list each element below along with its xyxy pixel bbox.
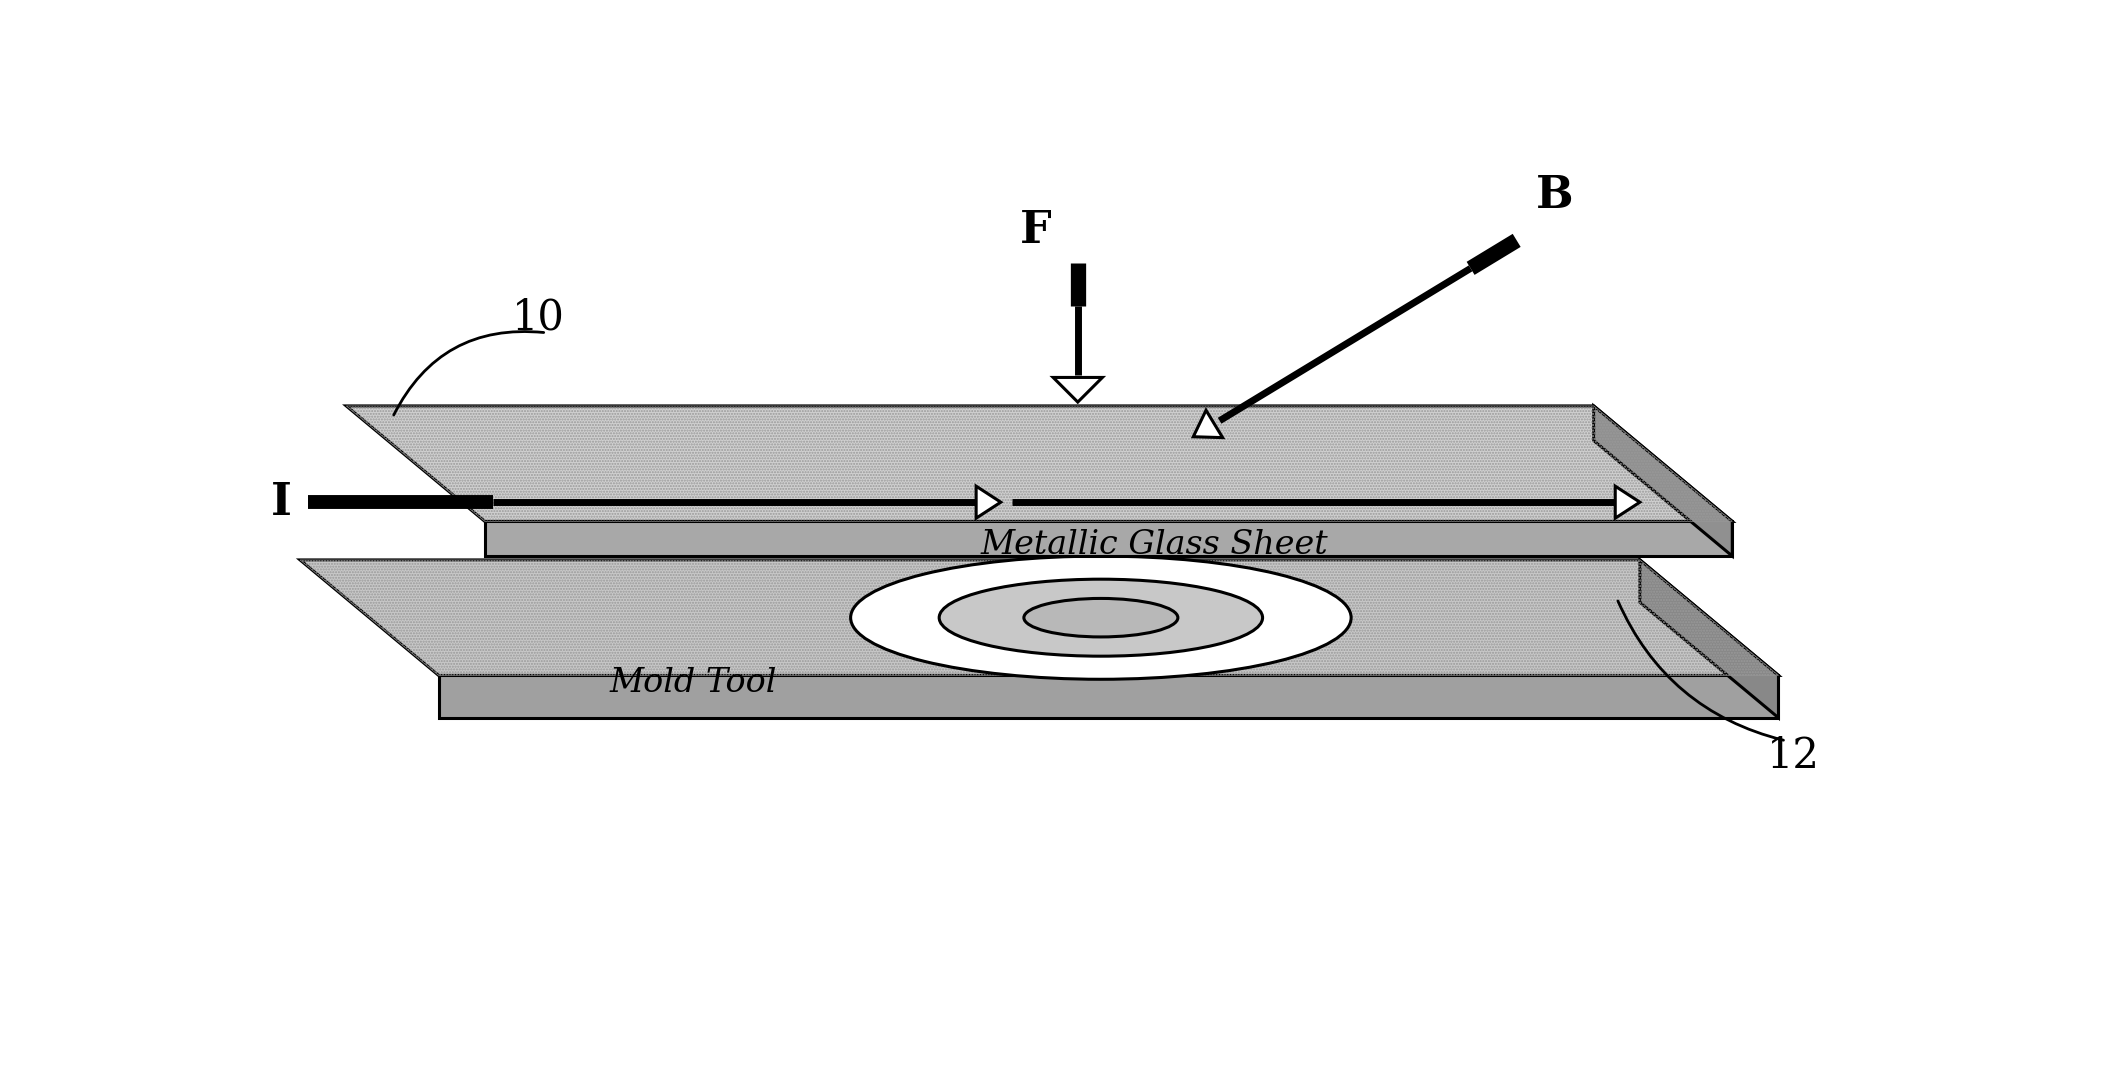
Polygon shape	[1054, 378, 1102, 402]
Polygon shape	[1616, 486, 1639, 519]
Text: Metallic Glass Sheet: Metallic Glass Sheet	[980, 529, 1328, 560]
Polygon shape	[1595, 406, 1732, 556]
Polygon shape	[439, 676, 1778, 717]
Text: F: F	[1020, 209, 1052, 252]
Text: 10: 10	[513, 296, 566, 339]
Text: Mold Tool: Mold Tool	[608, 667, 777, 699]
Polygon shape	[1193, 411, 1223, 438]
Ellipse shape	[851, 556, 1352, 679]
Polygon shape	[346, 406, 1732, 522]
Polygon shape	[1639, 560, 1778, 717]
Text: B: B	[1535, 175, 1573, 217]
Polygon shape	[300, 560, 1778, 676]
Text: I: I	[270, 480, 291, 524]
Ellipse shape	[940, 579, 1263, 656]
Polygon shape	[486, 522, 1732, 556]
Ellipse shape	[1024, 598, 1178, 637]
Text: 12: 12	[1768, 735, 1821, 778]
Polygon shape	[976, 486, 1001, 519]
